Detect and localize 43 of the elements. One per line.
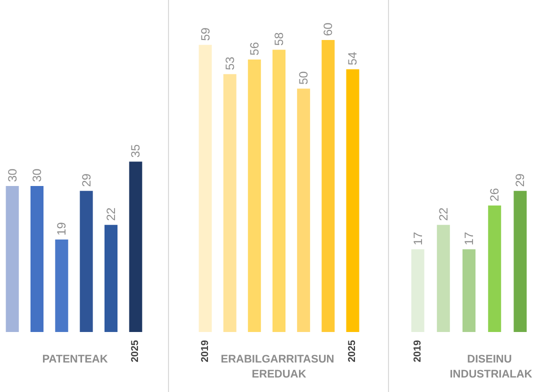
x-tick-label: 2019 xyxy=(412,340,424,362)
data-label: 59 xyxy=(198,27,212,41)
bar xyxy=(6,186,19,332)
bar xyxy=(55,240,68,332)
data-label: 22 xyxy=(436,207,450,221)
bar xyxy=(346,69,360,332)
bar xyxy=(514,190,527,332)
x-tick-label: 2025 xyxy=(347,340,358,362)
data-label: 54 xyxy=(346,52,360,66)
x-axis-title: DISEINU INDUSTRIALAK xyxy=(450,354,532,380)
x-axis-title: PATENTEAK xyxy=(42,354,108,366)
data-label: 53 xyxy=(222,56,237,70)
bar xyxy=(223,74,236,332)
data-label: 29 xyxy=(513,173,528,187)
x-tick-label: 2025 xyxy=(130,340,142,362)
data-label: 17 xyxy=(462,232,476,246)
bar xyxy=(104,224,118,332)
bar xyxy=(272,50,286,332)
data-label: 29 xyxy=(79,173,94,187)
bar xyxy=(198,44,212,332)
data-label: 50 xyxy=(296,70,311,85)
data-label: 30 xyxy=(30,168,44,182)
bar xyxy=(488,205,502,332)
bar xyxy=(436,224,450,332)
bar xyxy=(80,190,93,332)
data-label: 35 xyxy=(128,144,143,158)
bar xyxy=(322,40,335,332)
bar xyxy=(411,249,424,332)
x-axis-title: ERABILGARRITASUN EREDUAK xyxy=(220,354,338,380)
data-label: 56 xyxy=(247,42,262,56)
bar xyxy=(129,162,142,332)
bar xyxy=(297,88,310,332)
data-label: 60 xyxy=(321,22,336,36)
data-label: 22 xyxy=(104,207,118,221)
data-label: 26 xyxy=(488,188,502,202)
bar xyxy=(30,186,44,332)
data-label: 30 xyxy=(5,168,20,182)
bar xyxy=(248,59,261,332)
bar xyxy=(462,249,476,332)
data-label: 58 xyxy=(272,32,286,46)
data-label: 17 xyxy=(410,232,425,246)
x-tick-label: 2019 xyxy=(200,340,211,362)
data-label: 19 xyxy=(54,222,69,236)
